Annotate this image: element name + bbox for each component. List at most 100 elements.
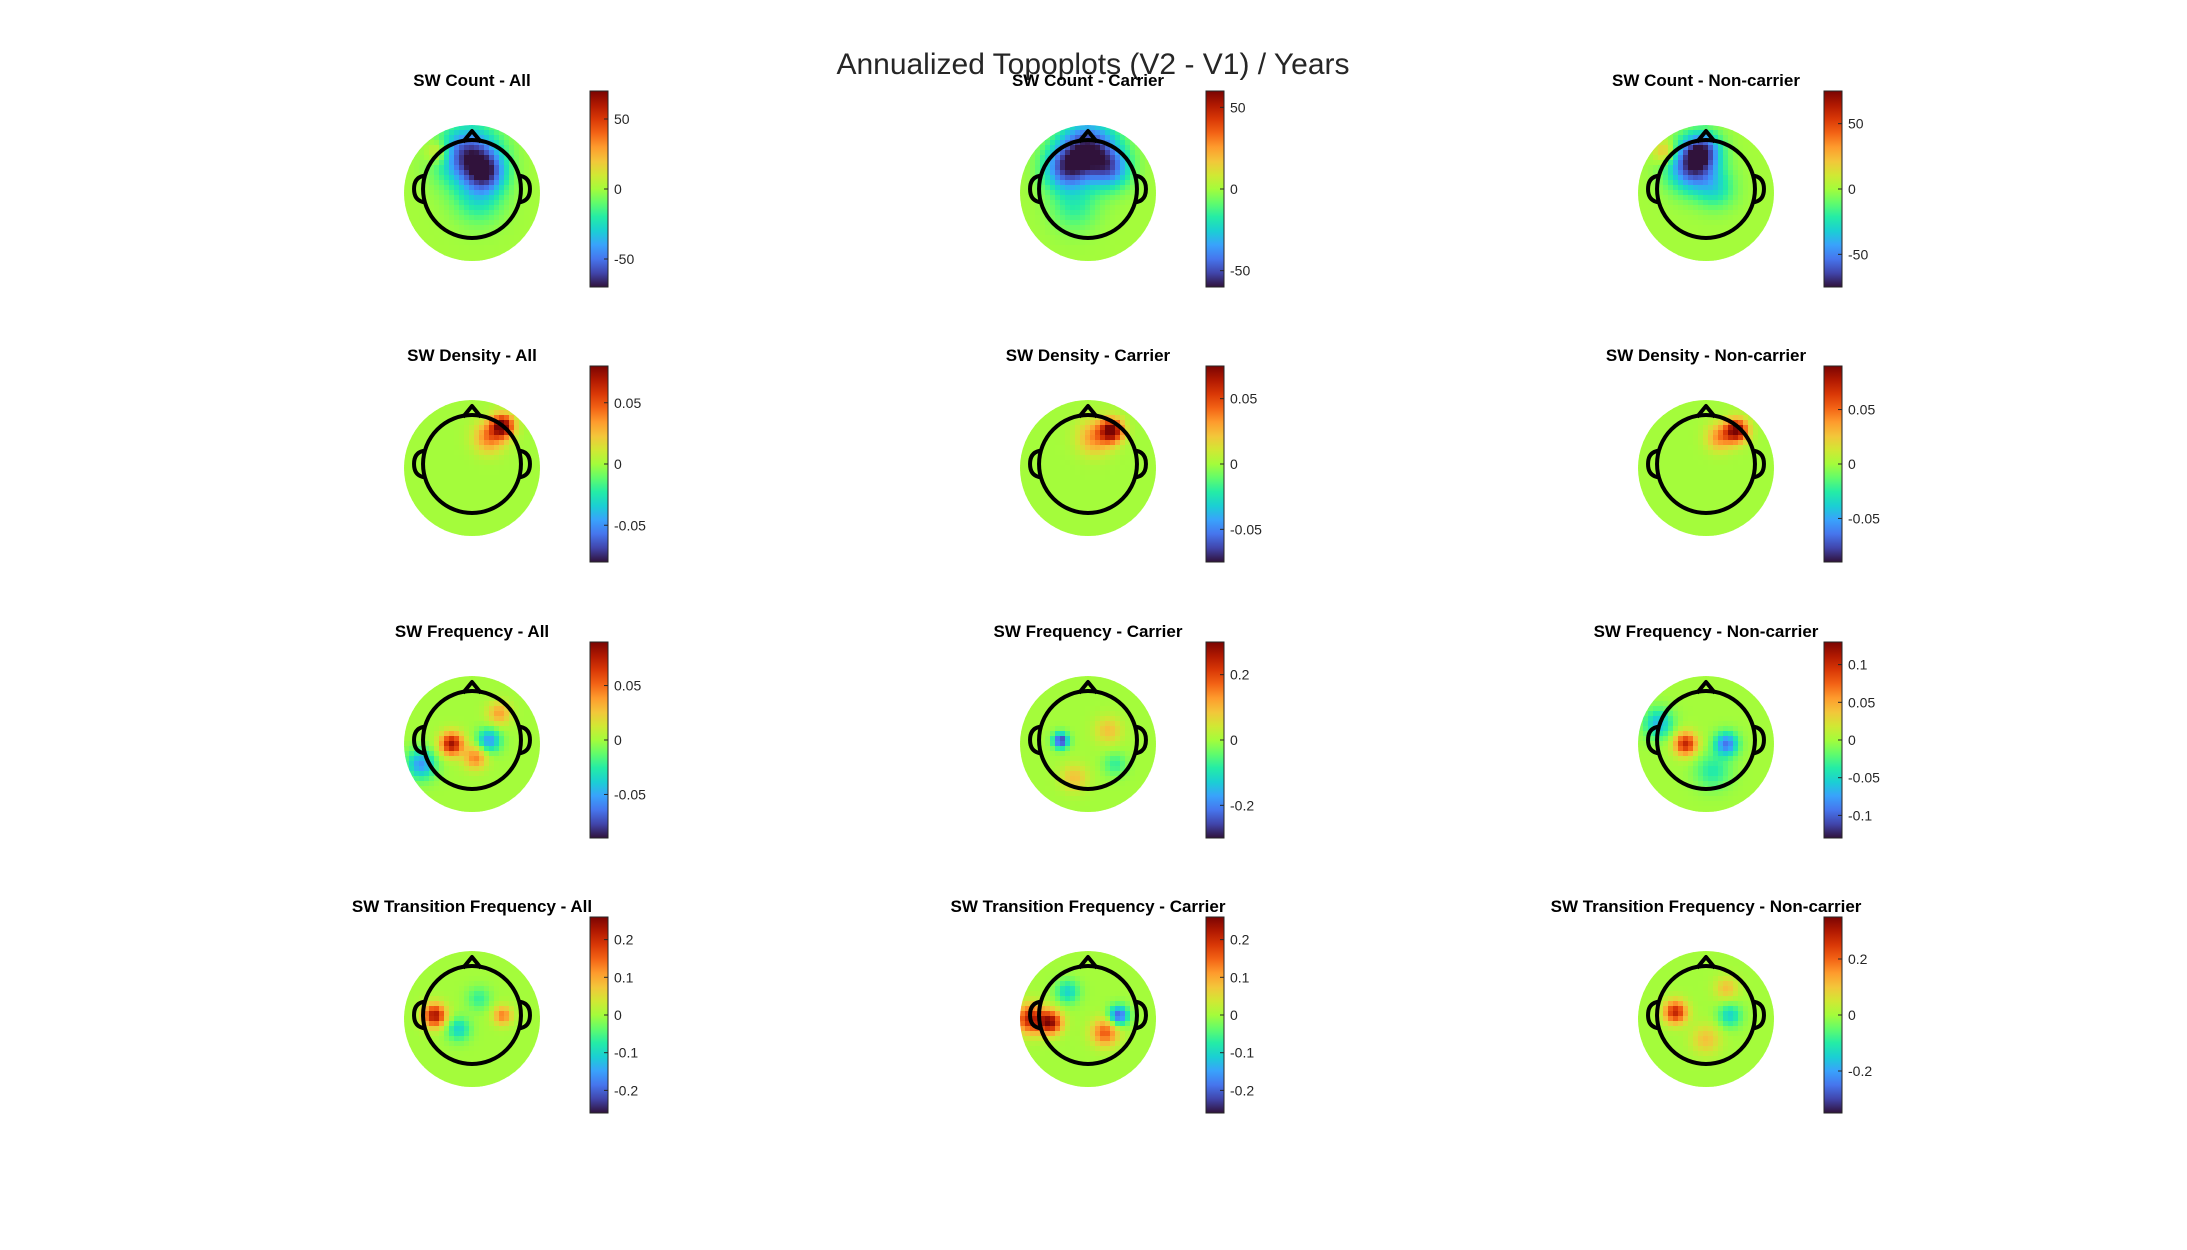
heatmap-cell — [1055, 510, 1061, 516]
heatmap-cell — [469, 435, 475, 441]
heatmap-cell — [1718, 210, 1724, 216]
heatmap-cell — [1130, 240, 1136, 246]
heatmap-cell — [1090, 485, 1096, 491]
head-outline — [1037, 413, 1139, 515]
heatmap-cell — [1698, 160, 1704, 166]
heatmap-cell — [1768, 195, 1774, 201]
heatmap-cell — [1748, 225, 1754, 231]
heatmap-cell — [1085, 746, 1091, 752]
heatmap-cell — [419, 721, 425, 727]
heatmap-cell — [1105, 175, 1111, 181]
heatmap-cell — [419, 776, 425, 782]
heatmap-cell — [1150, 455, 1156, 461]
heatmap-cell — [1688, 480, 1694, 486]
heatmap-cell — [519, 430, 525, 436]
heatmap-cell — [1070, 806, 1076, 812]
heatmap-cell — [434, 796, 440, 802]
heatmap-cell — [1663, 200, 1669, 206]
heatmap-cell — [1135, 235, 1141, 241]
heatmap-cell — [1733, 160, 1739, 166]
heatmap-cell — [459, 435, 465, 441]
heatmap-cell — [484, 200, 490, 206]
heatmap-cell — [499, 200, 505, 206]
heatmap-cell — [439, 771, 445, 777]
heatmap-cell — [1728, 520, 1734, 526]
heatmap-cell — [509, 420, 515, 426]
heatmap-cell — [1758, 230, 1764, 236]
heatmap-cell — [1145, 480, 1151, 486]
heatmap-cell — [489, 756, 495, 762]
heatmap-cell — [1758, 210, 1764, 216]
panel-title: SW Density - Carrier — [1006, 346, 1171, 365]
heatmap-cell — [1723, 455, 1729, 461]
heatmap-cell — [1060, 155, 1066, 161]
heatmap-cell — [499, 796, 505, 802]
heatmap-cell — [1748, 425, 1754, 431]
heatmap-cell — [409, 470, 415, 476]
heatmap-cell — [1693, 420, 1699, 426]
heatmap-cell — [519, 445, 525, 451]
heatmap-cell — [419, 210, 425, 216]
heatmap-cell — [469, 445, 475, 451]
heatmap-cell — [509, 240, 515, 246]
heatmap-cell — [444, 405, 450, 411]
heatmap-cell — [1743, 225, 1749, 231]
heatmap-cell — [489, 475, 495, 481]
heatmap-cell — [514, 230, 520, 236]
heatmap-cell — [1135, 225, 1141, 231]
heatmap-cell — [1100, 520, 1106, 526]
heatmap-cell — [449, 766, 455, 772]
heatmap-cell — [1688, 195, 1694, 201]
heatmap-cell — [1090, 500, 1096, 506]
heatmap-cell — [1045, 515, 1051, 521]
heatmap-cell — [484, 440, 490, 446]
heatmap-cell — [1040, 455, 1046, 461]
heatmap-cell — [1758, 465, 1764, 471]
heatmap-cell — [1130, 455, 1136, 461]
heatmap-cell — [1095, 170, 1101, 176]
heatmap-cell — [459, 500, 465, 506]
heatmap-cell — [1648, 435, 1654, 441]
heatmap-cell — [1055, 475, 1061, 481]
heatmap-cell — [1643, 445, 1649, 451]
heatmap-cell — [1718, 195, 1724, 201]
heatmap-cell — [1753, 170, 1759, 176]
heatmap-cell — [1080, 676, 1086, 682]
heatmap-cell — [1648, 220, 1654, 226]
colorbar-tick-label: -50 — [1848, 246, 1868, 262]
heatmap-cell — [1668, 450, 1674, 456]
heatmap-cell — [424, 465, 430, 471]
heatmap-cell — [1768, 455, 1774, 461]
heatmap-cell — [1105, 465, 1111, 471]
heatmap-cell — [1040, 220, 1046, 226]
heatmap-cell — [1040, 185, 1046, 191]
heatmap-cell — [1025, 746, 1031, 752]
heatmap-cell — [419, 701, 425, 707]
heatmap-cell — [454, 160, 460, 166]
heatmap-cell — [1673, 455, 1679, 461]
heatmap-cell — [1723, 460, 1729, 466]
heatmap-cell — [454, 130, 460, 136]
heatmap-cell — [1115, 681, 1121, 687]
heatmap-cell — [1693, 225, 1699, 231]
heatmap-cell — [1140, 225, 1146, 231]
heatmap-cell — [1095, 450, 1101, 456]
heatmap-cell — [434, 465, 440, 471]
heatmap-cell — [1050, 435, 1056, 441]
heatmap-cell — [429, 495, 435, 501]
heatmap-cell — [469, 425, 475, 431]
heatmap-cell — [1025, 751, 1031, 757]
heatmap-cell — [1763, 165, 1769, 171]
heatmap-cell — [454, 465, 460, 471]
heatmap-cell — [1055, 230, 1061, 236]
heatmap-cell — [1713, 490, 1719, 496]
heatmap-cell — [489, 145, 495, 151]
heatmap-cell — [1060, 455, 1066, 461]
heatmap-cell — [1150, 470, 1156, 476]
heatmap-cell — [1100, 530, 1106, 536]
heatmap-cell — [504, 485, 510, 491]
heatmap-cell — [1673, 405, 1679, 411]
heatmap-cell — [1668, 210, 1674, 216]
heatmap-cell — [1658, 415, 1664, 421]
heatmap-cell — [494, 495, 500, 501]
